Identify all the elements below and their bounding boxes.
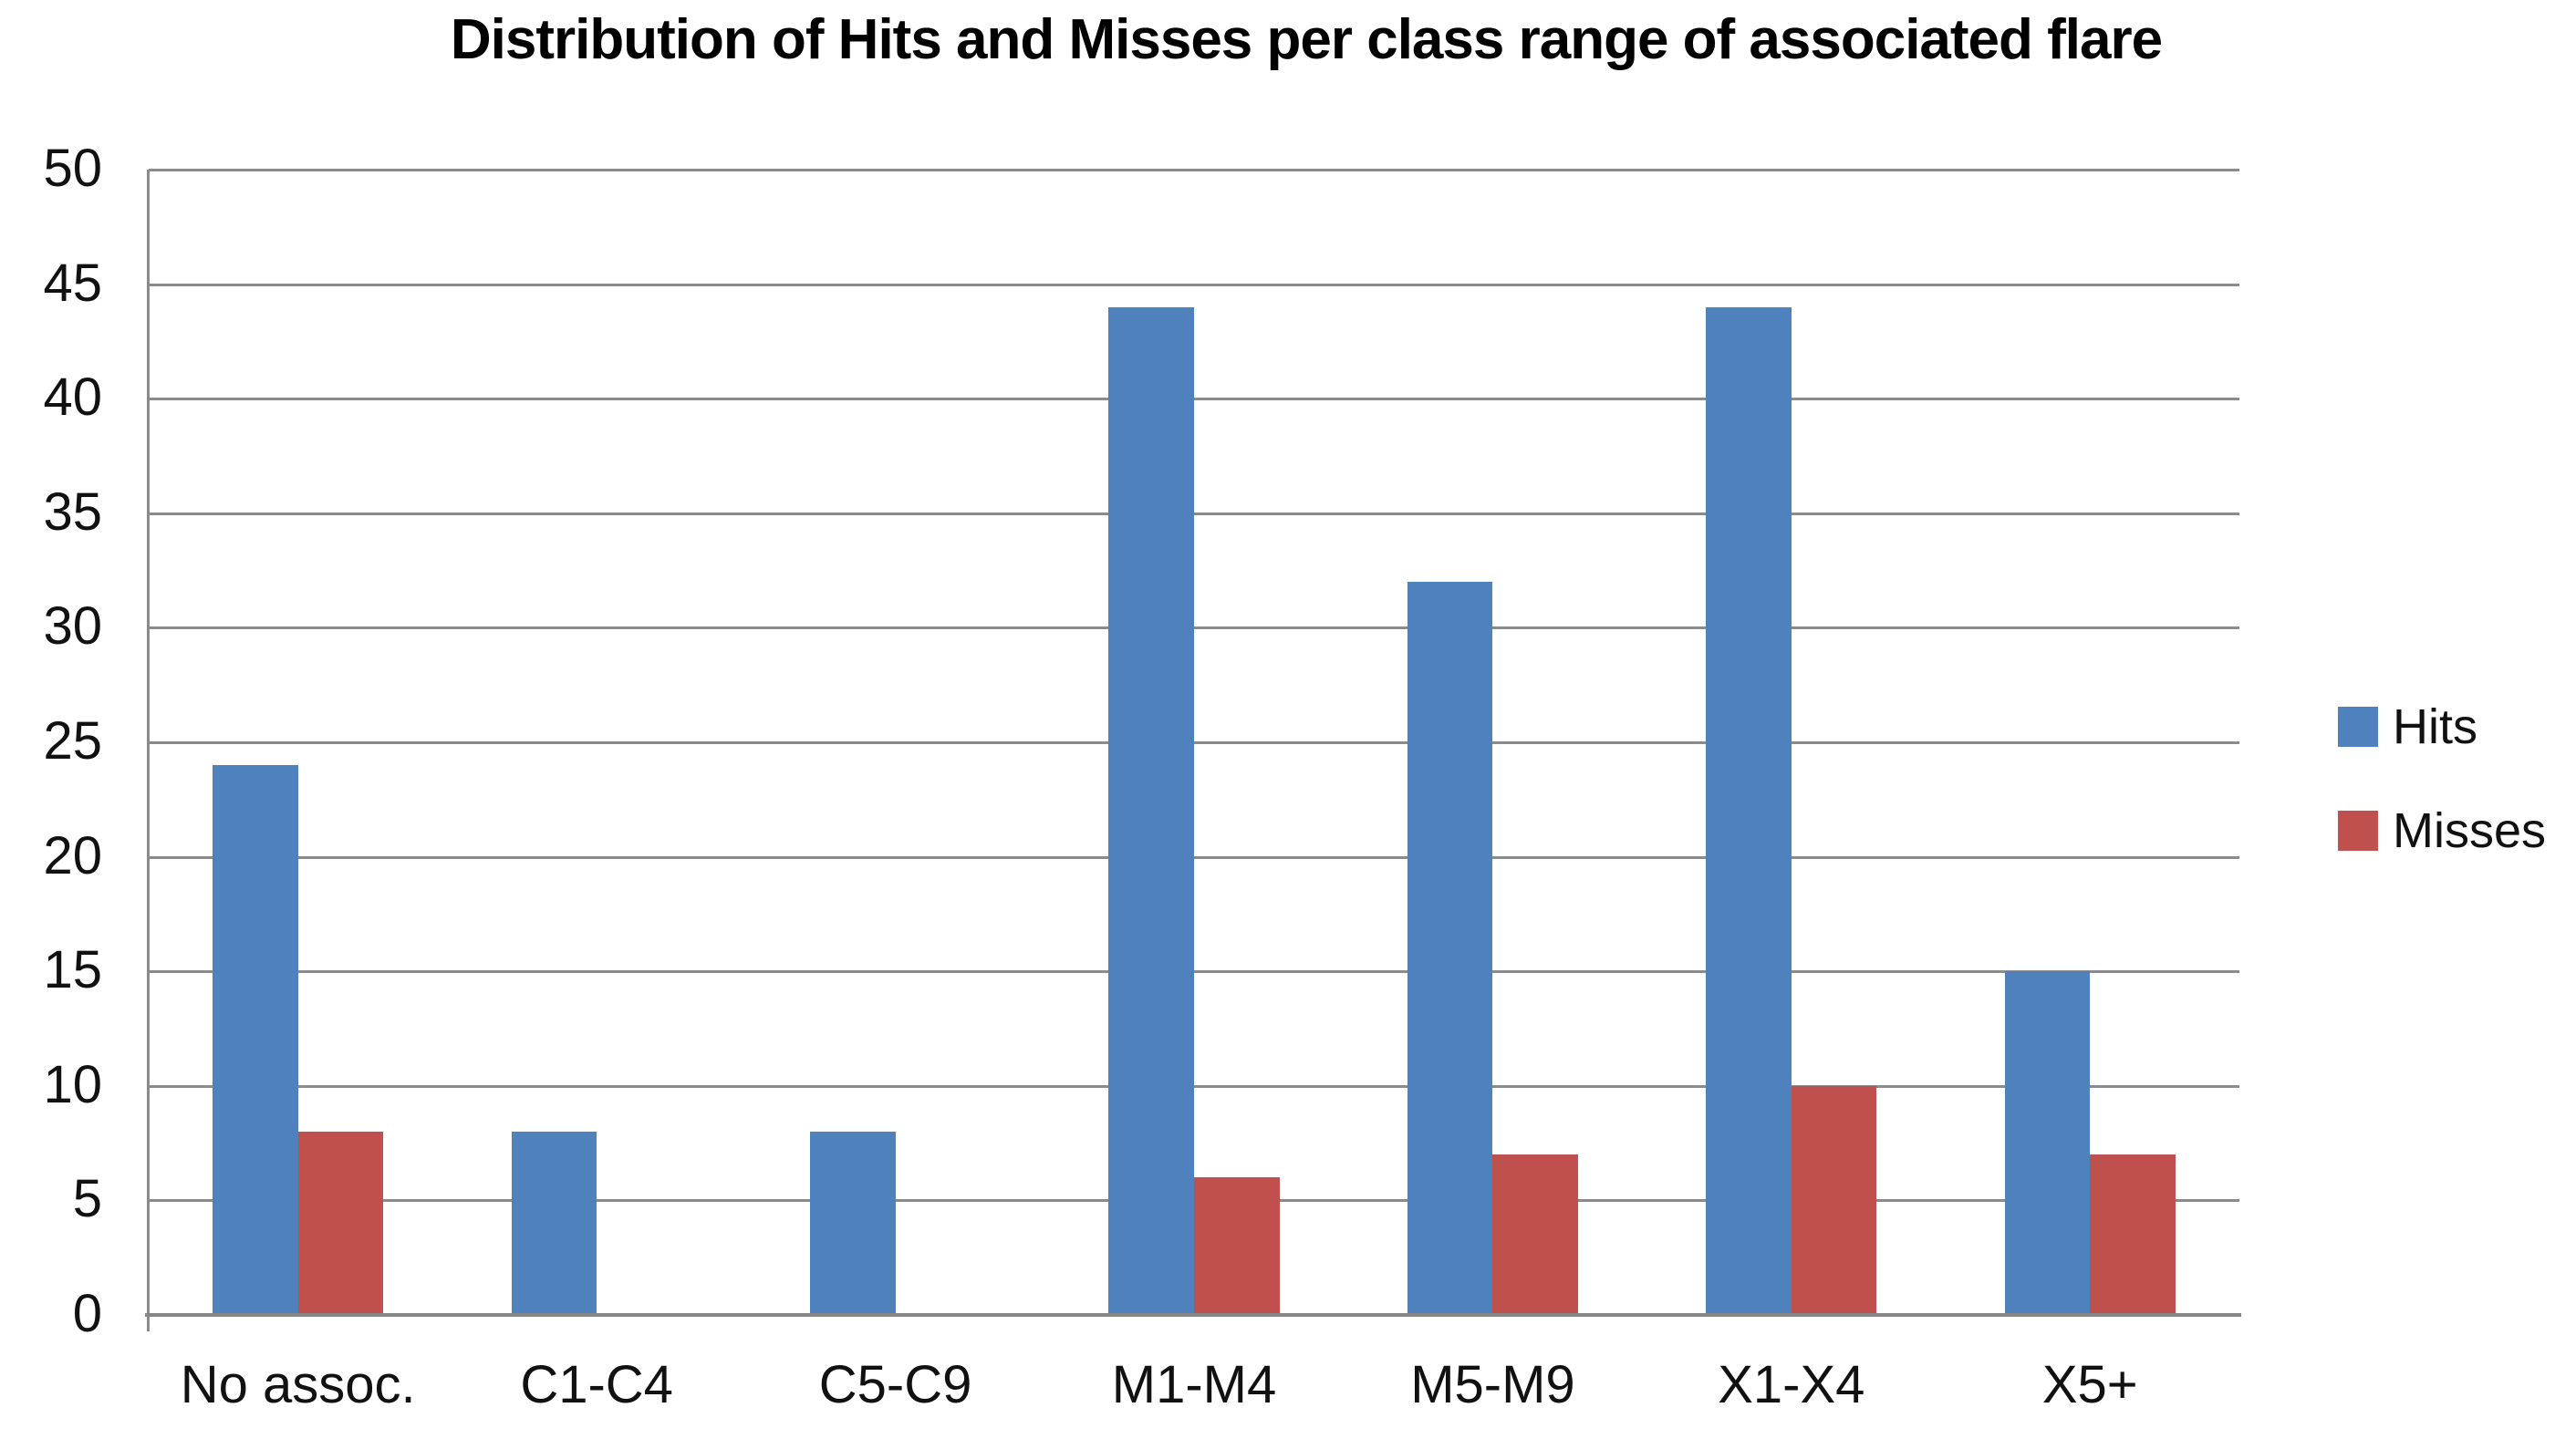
legend-swatch-icon-misses — [2338, 811, 2378, 851]
bar-hits-x1-x4 — [1706, 306, 1792, 1315]
y-tick-label-25: 25 — [43, 710, 102, 771]
x-category-label-no-assoc: No assoc. — [180, 1355, 416, 1414]
y-tick-label-5: 5 — [72, 1169, 102, 1229]
bar-hits-x5 — [2004, 971, 2091, 1315]
bar-hits-m5-m9 — [1407, 582, 1493, 1315]
bar-hits-m1-m4 — [1108, 306, 1194, 1315]
y-tick-label-30: 30 — [43, 596, 102, 657]
bar-hits-no-assoc — [213, 765, 298, 1315]
legend-item-hits: Hits — [2338, 702, 2546, 751]
gridline-45 — [149, 283, 2239, 286]
x-category-label-m5-m9: M5-M9 — [1410, 1355, 1575, 1414]
x-category-label-x1-x4: X1-X4 — [1718, 1355, 1865, 1414]
bar-hits-c1-c4 — [511, 1132, 597, 1315]
y-tick-label-15: 15 — [43, 940, 102, 1000]
bar-hits-c5-c9 — [810, 1132, 896, 1315]
legend-swatch-icon-hits — [2338, 707, 2378, 747]
y-tick-label-0: 0 — [72, 1283, 102, 1343]
bar-misses-m1-m4 — [1194, 1177, 1280, 1315]
chart-title: Distribution of Hits and Misses per clas… — [450, 8, 2163, 71]
y-tick-label-10: 10 — [43, 1054, 102, 1114]
bar-misses-no-assoc — [297, 1132, 384, 1315]
y-tick-label-50: 50 — [43, 138, 102, 198]
legend: Hits Misses — [2338, 702, 2546, 855]
gridline-20 — [149, 855, 2239, 859]
legend-label-misses: Misses — [2393, 803, 2547, 858]
bar-misses-x5 — [2090, 1154, 2176, 1315]
gridline-25 — [149, 741, 2239, 744]
gridline-30 — [149, 626, 2239, 630]
plot-area — [149, 169, 2239, 1315]
y-axis-line — [147, 170, 150, 1331]
gridline-15 — [149, 970, 2239, 974]
gridline-35 — [149, 512, 2239, 515]
gridline-50 — [149, 169, 2239, 171]
x-category-label-c1-c4: C1-C4 — [520, 1355, 673, 1414]
x-category-label-m1-m4: M1-M4 — [1111, 1355, 1277, 1414]
y-tick-label-35: 35 — [43, 481, 102, 542]
gridline-10 — [149, 1084, 2239, 1088]
x-category-label-x5: X5+ — [2041, 1355, 2138, 1414]
y-tick-label-45: 45 — [43, 253, 102, 313]
y-tick-label-20: 20 — [43, 825, 102, 885]
x-category-label-c5-c9: C5-C9 — [818, 1355, 972, 1414]
gridline-40 — [149, 398, 2239, 401]
legend-item-misses: Misses — [2338, 806, 2546, 855]
bar-misses-m5-m9 — [1492, 1154, 1578, 1315]
bar-misses-x1-x4 — [1791, 1085, 1877, 1315]
x-axis-line — [145, 1313, 2241, 1317]
y-tick-label-40: 40 — [43, 367, 102, 428]
legend-label-hits: Hits — [2393, 699, 2477, 754]
